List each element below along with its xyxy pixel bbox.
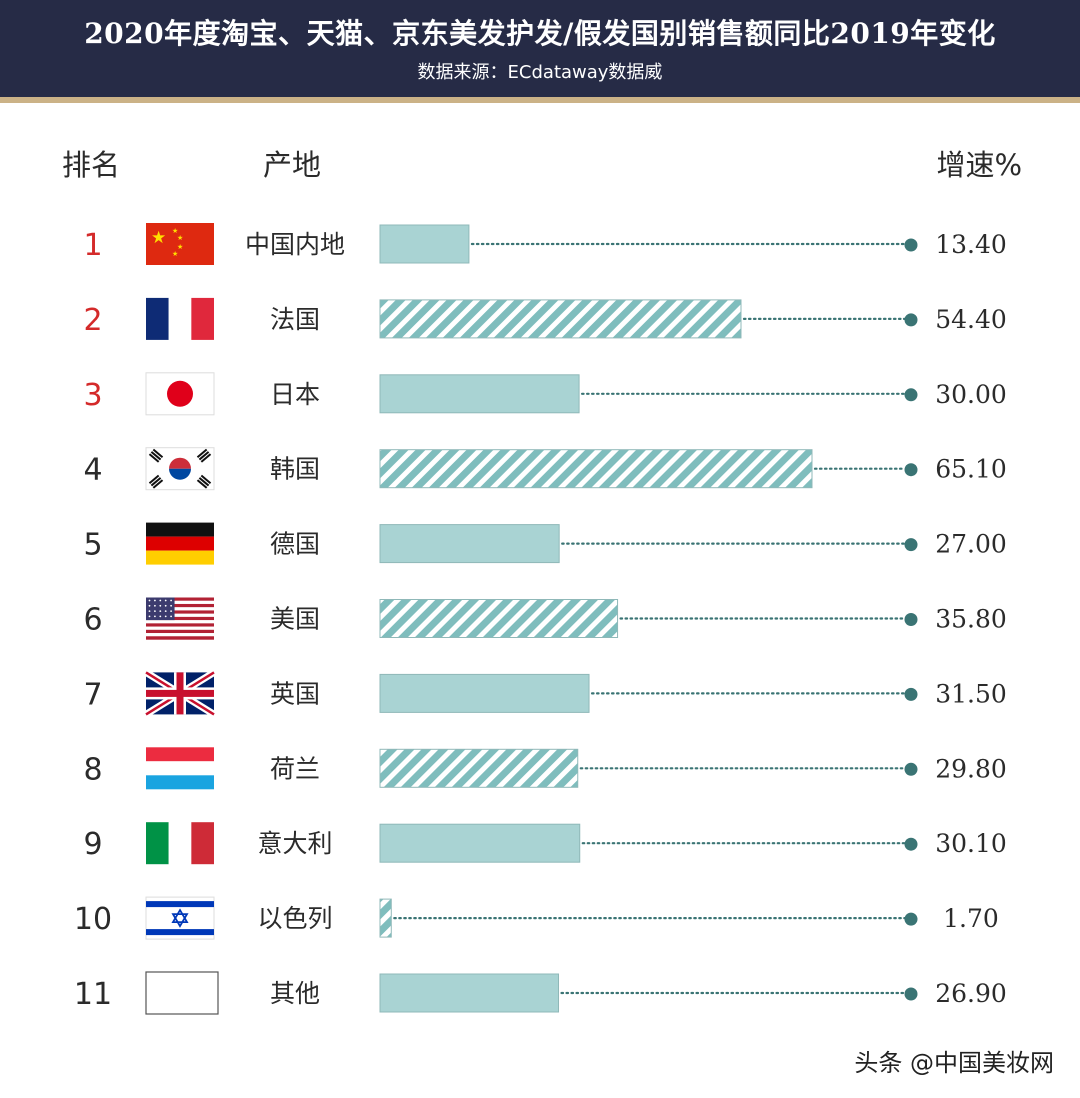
rank-label: 11 [74, 977, 112, 1012]
blank-flag [145, 971, 219, 1015]
bar [379, 823, 581, 863]
bar [379, 973, 560, 1013]
value-label: 65.10 [935, 455, 1007, 484]
value-label: 35.80 [935, 605, 1007, 634]
title-banner-rule [0, 97, 1080, 103]
chart-source: 数据来源：ECdataway数据威 [417, 62, 663, 83]
korea-flag [145, 447, 215, 491]
rank-label: 7 [83, 677, 102, 712]
value-dot [904, 687, 918, 701]
israel-flag [145, 896, 215, 940]
chart-row: 1 ★ ★★★★ 中国内地 13.40 [83, 223, 1007, 265]
chart-row: 5 德国 27.00 [83, 522, 1007, 565]
rank-label: 1 [83, 228, 102, 263]
rank-label: 6 [83, 603, 102, 638]
chart-row: 11 其他 26.90 [74, 971, 1007, 1015]
china-flag: ★ ★★★★ [146, 223, 214, 265]
value-dot [904, 987, 918, 1001]
value-label: 1.70 [943, 904, 999, 933]
title-banner [0, 0, 1080, 97]
category-label: 其他 [270, 979, 320, 1008]
category-label: 意大利 [257, 829, 332, 858]
rank-label: 5 [83, 528, 102, 563]
value-label: 29.80 [935, 754, 1007, 783]
svg-text:★: ★ [177, 243, 183, 251]
bar [379, 374, 580, 414]
value-label: 30.00 [935, 380, 1007, 409]
rank-label: 8 [83, 752, 102, 787]
watermark: 头条 @中国美妆网 [854, 1049, 1054, 1077]
category-label: 中国内地 [245, 230, 345, 259]
uk-flag [144, 669, 216, 718]
chart-row: 10 以色列 1.70 [74, 896, 999, 940]
category-label: 韩国 [270, 455, 320, 484]
value-dot [904, 538, 918, 552]
value-dot [904, 238, 918, 252]
france-flag [146, 297, 214, 340]
category-label: 荷兰 [270, 754, 320, 783]
usa-flag [146, 597, 214, 640]
growth-column-header: 增速% [936, 148, 1022, 182]
bar [379, 524, 560, 564]
category-label: 德国 [270, 530, 320, 559]
category-label: 日本 [270, 380, 320, 409]
rank-label: 10 [74, 902, 112, 937]
bar [379, 224, 470, 264]
value-label: 54.40 [935, 305, 1007, 334]
chart-row: 8 荷兰 29.80 [83, 747, 1007, 790]
svg-text:★: ★ [172, 250, 178, 258]
chart-row: 9 意大利 30.10 [83, 822, 1007, 865]
bar [379, 299, 742, 339]
value-label: 31.50 [935, 679, 1007, 708]
rank-column-header: 排名 [62, 148, 121, 182]
rank-label: 2 [83, 303, 102, 338]
value-dot [904, 313, 918, 327]
chart-row: 7 英国 31.50 [83, 669, 1007, 718]
chart-row: 2 法国 54.40 [83, 297, 1007, 340]
bar [379, 673, 590, 713]
italy-flag [146, 822, 214, 865]
rank-label: 4 [83, 453, 102, 488]
chart-row: 4 韩国 65.10 [83, 447, 1007, 491]
svg-text:★: ★ [177, 234, 183, 242]
rank-label: 3 [83, 378, 102, 413]
svg-text:★: ★ [151, 228, 166, 248]
value-dot [904, 388, 918, 402]
chart-row: 3 日本 30.00 [83, 372, 1007, 416]
origin-column-header: 产地 [263, 148, 322, 182]
germany-flag [146, 522, 214, 565]
netherlands-flag [146, 747, 214, 790]
value-label: 26.90 [935, 979, 1007, 1008]
category-label: 英国 [270, 679, 320, 708]
value-dot [904, 912, 918, 926]
value-dot [904, 762, 918, 776]
value-label: 27.00 [935, 530, 1007, 559]
value-label: 30.10 [935, 829, 1007, 858]
category-label: 法国 [270, 305, 320, 334]
chart-row: 6 美国 35.80 [83, 597, 1007, 640]
category-label: 美国 [270, 605, 320, 634]
bar [379, 748, 579, 788]
value-label: 13.40 [935, 230, 1007, 259]
chart-title: 2020年度淘宝、天猫、京东美发护发/假发国别销售额同比2019年变化 [84, 17, 996, 50]
category-label: 以色列 [257, 904, 332, 933]
japan-flag [145, 372, 215, 416]
rank-label: 9 [83, 827, 102, 862]
value-dot [904, 613, 918, 626]
svg-text:★: ★ [172, 227, 178, 235]
value-dot [904, 463, 918, 477]
bar [379, 898, 392, 938]
bar [379, 599, 619, 638]
bar [379, 449, 813, 489]
value-dot [904, 837, 918, 851]
